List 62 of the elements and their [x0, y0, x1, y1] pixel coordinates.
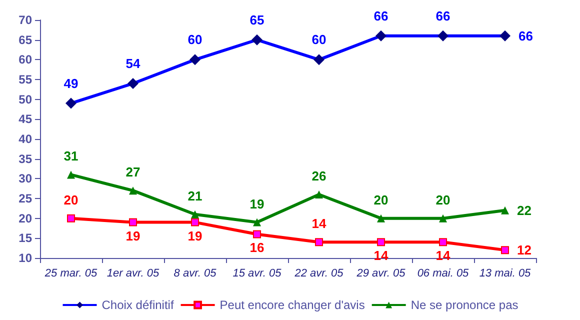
- x-tick-label: 13 mai. 05: [479, 268, 532, 280]
- data-label: 14: [312, 216, 327, 232]
- point: [315, 190, 323, 199]
- point: [253, 218, 261, 226]
- x-tick-label: 8 avr. 05: [174, 268, 218, 280]
- y-tick-label: 70: [18, 13, 32, 27]
- point: [377, 238, 385, 246]
- legend-label: Ne se prononce pas: [410, 298, 518, 312]
- y-tick-label: 25: [18, 192, 32, 206]
- data-label: 60: [312, 32, 326, 48]
- data-label: 49: [64, 76, 78, 91]
- data-label: 54: [126, 56, 141, 71]
- data-label: 19: [250, 196, 264, 212]
- point: [191, 210, 199, 218]
- point: [253, 230, 261, 238]
- y-tick-label: 35: [18, 152, 32, 166]
- data-label: 66: [518, 28, 533, 44]
- data-label: 20: [436, 192, 450, 208]
- data-label: 12: [517, 242, 532, 258]
- data-label: 20: [374, 192, 388, 208]
- y-tick-label: 20: [18, 211, 32, 226]
- y-tick-label: 40: [18, 132, 32, 146]
- point: [67, 214, 75, 222]
- point: [129, 186, 137, 195]
- data-label: 21: [188, 188, 202, 204]
- y-tick-label: 15: [18, 231, 32, 246]
- data-label: 31: [64, 148, 78, 164]
- data-label: 65: [250, 12, 264, 28]
- point: [315, 238, 323, 246]
- point: [439, 214, 447, 222]
- y-tick-label: 60: [18, 52, 32, 67]
- data-label: 22: [517, 202, 532, 218]
- point: [501, 206, 509, 214]
- point: [439, 238, 447, 246]
- point: [67, 170, 75, 179]
- x-tick-label: 1er avr. 05: [106, 268, 160, 280]
- y-tick-label: 50: [18, 92, 32, 106]
- y-tick-label: 55: [18, 72, 32, 86]
- point: [191, 218, 199, 226]
- data-label: 26: [312, 168, 326, 184]
- x-tick-label: 25 mar. 05: [44, 268, 98, 280]
- data-label: 19: [126, 228, 140, 244]
- point: [377, 214, 385, 222]
- data-label: 66: [374, 8, 388, 24]
- x-tick-label: 29 avr. 05: [356, 268, 406, 280]
- y-tick-label: 10: [18, 251, 32, 265]
- data-label: 66: [436, 8, 450, 24]
- data-label: 60: [188, 32, 202, 48]
- data-label: 16: [250, 240, 264, 256]
- point: [501, 246, 509, 254]
- y-tick-label: 30: [18, 172, 32, 186]
- x-tick-label: 22 avr. 05: [294, 268, 344, 280]
- point: [129, 218, 137, 226]
- y-tick-label: 45: [18, 112, 32, 126]
- legend-label: Choix définitif: [102, 298, 174, 312]
- data-label: 20: [64, 192, 78, 208]
- y-tick-label: 65: [18, 32, 32, 47]
- x-tick-label: 15 avr. 05: [232, 268, 282, 280]
- x-tick-label: 06 mai. 05: [417, 268, 470, 280]
- legend-label: Peut encore changer d'avis: [220, 298, 365, 312]
- data-label: 27: [126, 164, 140, 180]
- data-label: 19: [188, 228, 202, 244]
